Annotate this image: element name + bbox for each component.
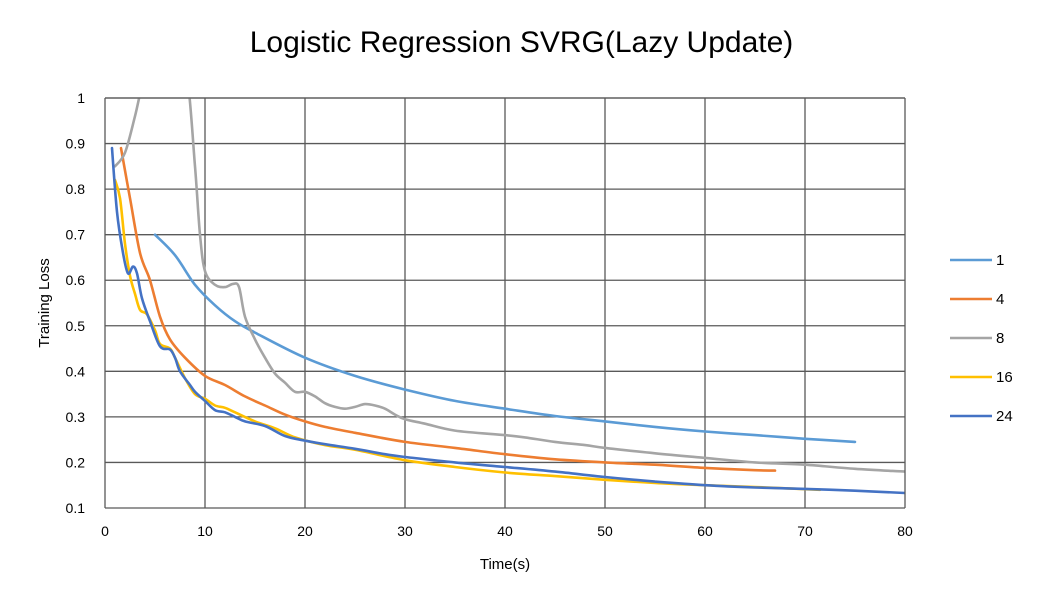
y-tick-label: 0.5 (66, 318, 86, 334)
legend-label-1: 1 (996, 252, 1004, 269)
series-line-4 (119, 146, 777, 472)
x-tick-label: 10 (197, 523, 213, 539)
legend-label-8: 8 (996, 330, 1004, 347)
x-tick-label: 0 (101, 523, 109, 539)
legend-label-4: 4 (996, 291, 1004, 308)
legend-label-24: 24 (996, 408, 1013, 425)
y-tick-label: 0.8 (66, 181, 86, 197)
y-tick-label: 0.4 (66, 363, 86, 379)
series-lines (110, 98, 905, 495)
y-tick-label: 1 (77, 90, 85, 106)
series-line-16 (113, 178, 822, 492)
grid (105, 97, 905, 508)
series-line-1 (153, 233, 857, 444)
y-axis-label: Training Loss (36, 258, 53, 348)
y-tick-label: 0.9 (66, 136, 86, 152)
axes (104, 97, 906, 509)
y-tick-label: 0.7 (66, 227, 86, 243)
chart-title: Logistic Regression SVRG(Lazy Update) (249, 26, 794, 59)
y-tick-label: 0.2 (66, 454, 86, 470)
y-tick-label: 0.6 (66, 272, 86, 288)
tick-labels: 0 10 20 30 40 50 60 70 80 0.1 0.2 0.3 0.4 0.5 0.6 0.7 0.… (66, 90, 913, 539)
y-tick-label: 0.3 (66, 409, 86, 425)
x-tick-label: 40 (497, 523, 513, 539)
legend-label-16: 16 (996, 369, 1013, 386)
y-tick-label: 0.1 (66, 500, 86, 516)
x-tick-label: 20 (297, 523, 313, 539)
x-tick-label: 30 (397, 523, 413, 539)
x-tick-label: 60 (697, 523, 713, 539)
x-tick-label: 70 (797, 523, 813, 539)
x-axis-label: Time(s) (480, 556, 530, 573)
legend: 1 4 8 16 24 (950, 252, 1013, 425)
x-tick-label: 50 (597, 523, 613, 539)
x-tick-label: 80 (897, 523, 913, 539)
series-line-8 (113, 98, 905, 473)
series-line-24 (110, 146, 905, 495)
